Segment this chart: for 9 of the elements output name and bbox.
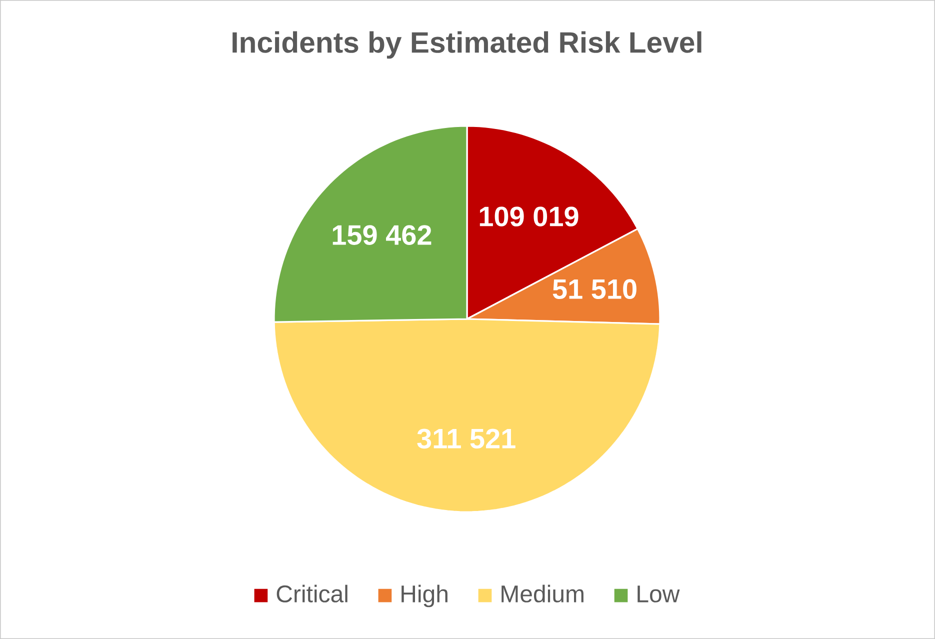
legend-label: Medium: [502, 584, 584, 602]
legend-label: High: [402, 584, 448, 608]
data-label: 109 019: [480, 206, 578, 226]
chart-title: Incidents by Estimated Risk Level: [232, 31, 702, 59]
data-label: 311 521: [417, 428, 516, 449]
legend-label: Low: [638, 586, 680, 602]
legend-label: Critical: [276, 584, 348, 602]
data-label: 51 510: [552, 279, 636, 299]
data-label: 159 462: [332, 225, 432, 245]
